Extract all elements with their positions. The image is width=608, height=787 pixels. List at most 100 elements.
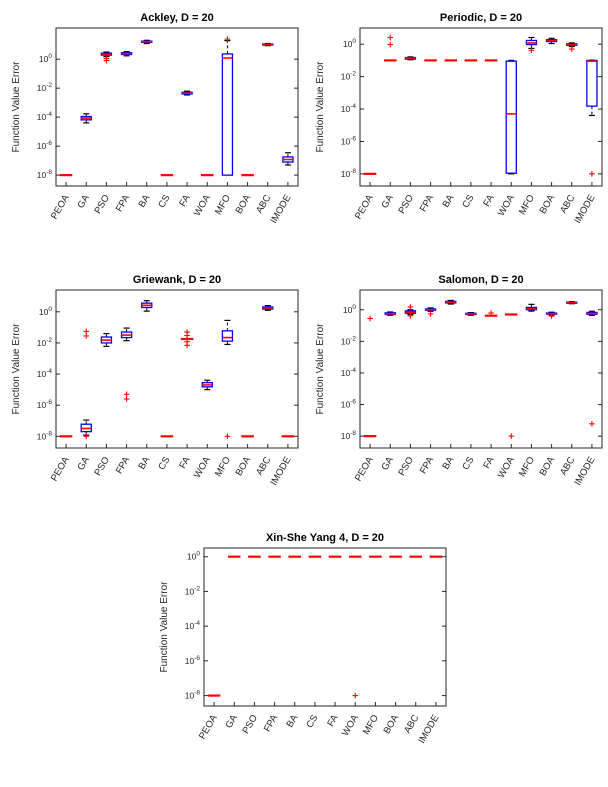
plot-border (55, 289, 299, 449)
y-axis-label: Function Value Error (315, 323, 326, 415)
x-tick-label: FPA (418, 454, 437, 475)
y-tick-label: 10-4 (185, 620, 201, 631)
box-ABC (566, 301, 578, 305)
y-tick-label: 10-8 (37, 169, 53, 180)
x-tick-label: CS (156, 455, 172, 472)
x-tick-label: FA (481, 192, 497, 208)
y-tick-label: 100 (343, 304, 356, 315)
box-MFO (221, 319, 234, 440)
y-tick-label: 10-4 (37, 368, 53, 379)
x-tick-label: PEOA (197, 712, 220, 741)
y-tick-label: 10-2 (341, 335, 357, 346)
y-tick-label: 100 (187, 551, 200, 562)
chart-title: Salomon, D = 20 (438, 274, 523, 286)
boxplot-svg: Xin-She Yang 4, D = 20 100 10-2 10-4 10-6 10-… (159, 532, 447, 745)
box-BOA (545, 311, 558, 319)
x-tick-label: BOA (234, 192, 254, 215)
boxplot-svg: Griewank, D = 20 100 10-2 10-4 10-6 10-8 PEOA G… (11, 274, 299, 487)
y-tick-label: 100 (39, 306, 52, 317)
box-CS (465, 312, 477, 316)
x-tick-label: CS (460, 193, 476, 210)
x-tick-label: FA (177, 192, 193, 208)
box-FA (181, 90, 193, 96)
y-tick-label: 10-6 (341, 135, 357, 146)
y-tick-label: 10-4 (341, 103, 357, 114)
box-BA (141, 39, 153, 45)
x-tick-label: CS (460, 455, 476, 472)
y-tick-label: 10-8 (185, 690, 201, 701)
box-WOA (348, 555, 362, 699)
chart-xinsheyang4: Xin-She Yang 4, D = 20 100 10-2 10-4 10-6 10-… (156, 528, 452, 780)
x-tick-label: PEOA (49, 454, 72, 483)
box-FA (484, 310, 498, 317)
x-tick-label: WOA (340, 712, 361, 738)
x-tick-label: FPA (418, 192, 437, 213)
x-tick-label: PSO (92, 455, 112, 478)
x-tick-label: BOA (538, 454, 558, 477)
x-tick-label: WOA (192, 454, 213, 480)
y-tick-label: 100 (39, 53, 52, 64)
x-tick-label: FA (325, 712, 341, 728)
y-tick-label: 10-2 (37, 337, 53, 348)
x-tick-label: BOA (382, 712, 402, 735)
x-tick-label: BOA (234, 454, 254, 477)
y-tick-label: 10-8 (341, 430, 357, 441)
y-tick-label: 10-6 (185, 655, 201, 666)
x-tick-label: CS (156, 193, 172, 210)
plot-border (55, 27, 299, 187)
box-BA (445, 299, 457, 305)
x-tick-label: GA (75, 454, 92, 472)
boxplot-svg: Ackley, D = 20 100 10-2 10-4 10-6 10-8 PEOA GA P… (11, 12, 299, 225)
box-FPA (120, 51, 133, 57)
box-WOA (505, 59, 517, 175)
chart-title: Griewank, D = 20 (133, 274, 221, 286)
x-tick-label: GA (75, 192, 92, 210)
x-tick-label: ABC (254, 455, 273, 478)
chart-title: Ackley, D = 20 (140, 12, 213, 24)
box-PSO (404, 304, 417, 319)
chart-title: Periodic, D = 20 (440, 12, 522, 24)
y-tick-label: 10-6 (37, 399, 53, 410)
plot-border (203, 547, 447, 707)
x-tick-label: ABC (558, 455, 577, 478)
iqr-box (586, 59, 598, 107)
y-tick-label: 10-6 (341, 399, 357, 410)
x-tick-label: MFO (517, 455, 537, 479)
box-GA (383, 34, 397, 62)
x-tick-label: PSO (240, 713, 260, 736)
y-tick-label: 10-2 (185, 585, 201, 596)
x-tick-label: PEOA (353, 192, 376, 221)
x-tick-label: BA (136, 454, 152, 471)
boxplot-svg: Salomon, D = 20 100 10-2 10-4 10-6 10-8 PEOA GA… (315, 274, 603, 487)
x-tick-label: BA (440, 192, 456, 209)
x-tick-label: PEOA (49, 192, 72, 221)
x-tick-label: ABC (254, 193, 273, 216)
x-tick-label: MFO (213, 455, 233, 479)
x-tick-label: MFO (213, 193, 233, 217)
boxplot-svg: Periodic, D = 20 100 10-2 10-4 10-6 10-8 PEOA G… (315, 12, 603, 225)
box-WOA (504, 313, 518, 439)
box-FPA (424, 307, 437, 317)
box-FA (180, 329, 194, 349)
box-BOA (545, 37, 558, 45)
x-tick-label: FPA (114, 192, 133, 213)
box-GA (80, 328, 92, 440)
y-axis-label: Function Value Error (11, 323, 22, 415)
x-tick-label: MFO (517, 193, 537, 217)
x-tick-label: FPA (114, 454, 133, 475)
chart-title: Xin-She Yang 4, D = 20 (266, 532, 384, 544)
box-IMODE (586, 310, 598, 427)
x-tick-label: GA (379, 454, 396, 472)
plot-border (359, 289, 603, 449)
box-IMODE (282, 152, 294, 166)
box-PSO (100, 51, 113, 64)
iqr-box (505, 60, 517, 174)
x-tick-label: WOA (192, 192, 213, 218)
box-MFO (525, 36, 538, 54)
box-WOA (201, 379, 213, 391)
box-GA (80, 113, 92, 124)
iqr-box (221, 330, 234, 342)
x-tick-label: BOA (538, 192, 558, 215)
chart-salomon: Salomon, D = 20 100 10-2 10-4 10-6 10-8 PEOA GA… (312, 270, 608, 522)
